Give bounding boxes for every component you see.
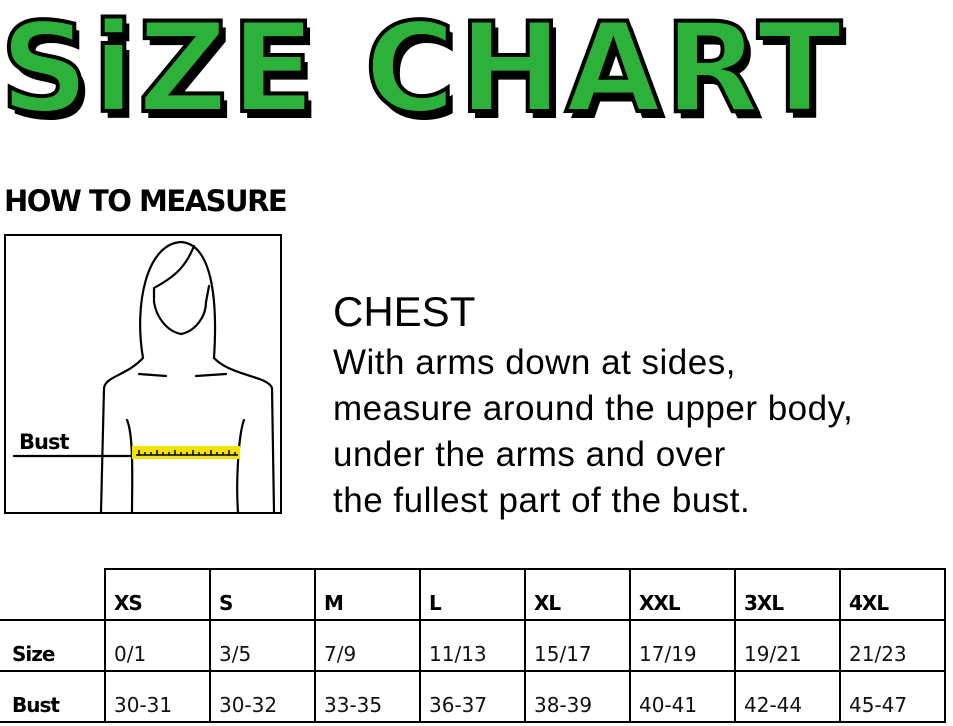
table-cell: 36-37 (419, 670, 526, 723)
table-cell: 21/23 (839, 619, 946, 672)
table-cell: 19/21 (734, 619, 841, 672)
table-cell: 42-44 (734, 670, 841, 723)
table-cell: 33-35 (314, 670, 421, 723)
instruction-line: With arms down at sides, (333, 343, 736, 382)
instruction-line: measure around the upper body, (333, 389, 854, 428)
table-cell: 45-47 (839, 670, 946, 723)
table-cell: 11/13 (419, 619, 526, 672)
table-row: Bust 30-31 30-32 33-35 36-37 38-39 40-41… (0, 670, 946, 723)
header-cell: M (314, 568, 421, 621)
table-cell: 40-41 (629, 670, 736, 723)
table-cell: 7/9 (314, 619, 421, 672)
how-to-measure-heading: HOW TO MEASURE (4, 184, 288, 218)
instruction-line: the fullest part of the bust. (333, 481, 751, 520)
measurement-illustration: Bust (4, 234, 282, 514)
header-cell: XS (104, 568, 211, 621)
table-cell: 30-32 (209, 670, 316, 723)
size-table: XS S M L XL XXL 3XL 4XL Size 0/1 3/5 7/9… (0, 568, 946, 723)
measuring-tape (132, 446, 240, 459)
table-cell: 3/5 (209, 619, 316, 672)
header-cell: S (209, 568, 316, 621)
row-label: Bust (0, 670, 106, 723)
page-title: SiZE CHART (0, 0, 845, 141)
blank-cell (0, 569, 106, 620)
table-cell: 0/1 (104, 619, 211, 672)
table-row: Size 0/1 3/5 7/9 11/13 15/17 17/19 19/21… (0, 619, 946, 672)
table-cell: 30-31 (104, 670, 211, 723)
header-cell: L (419, 568, 526, 621)
header-cell: 4XL (839, 568, 946, 621)
chest-heading: CHEST (333, 288, 476, 335)
bust-label: Bust (19, 430, 69, 454)
header-cell: XXL (629, 568, 736, 621)
table-cell: 38-39 (524, 670, 631, 723)
table-cell: 15/17 (524, 619, 631, 672)
woman-figure-icon (12, 240, 276, 512)
header-cell: XL (524, 568, 631, 621)
instruction-line: under the arms and over (333, 435, 726, 474)
chest-instructions: With arms down at sides, measure around … (333, 340, 948, 524)
row-label: Size (0, 619, 106, 672)
header-cell: 3XL (734, 568, 841, 621)
table-header-row: XS S M L XL XXL 3XL 4XL (0, 568, 946, 621)
table-cell: 17/19 (629, 619, 736, 672)
